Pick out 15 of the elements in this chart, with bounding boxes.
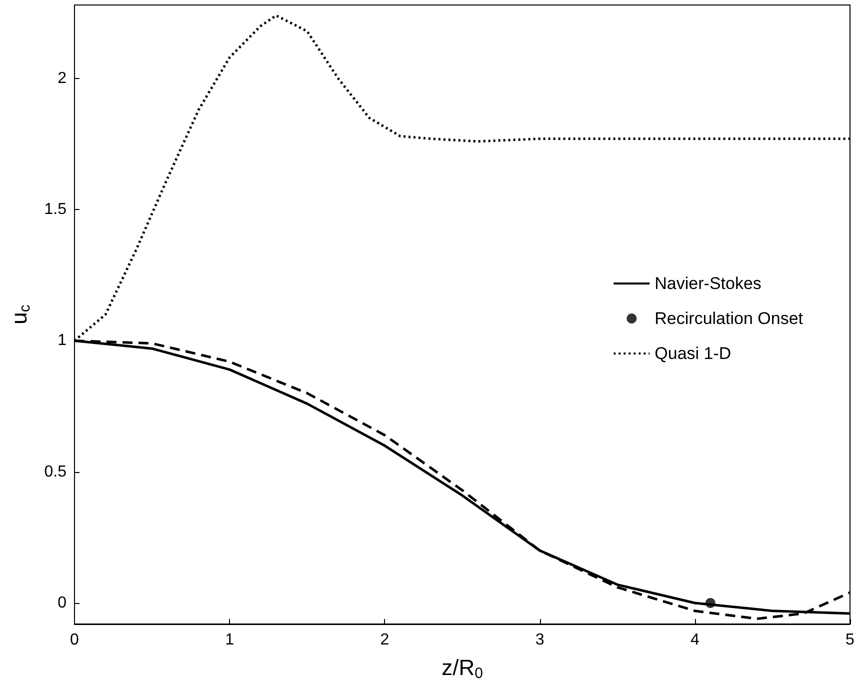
x-tick-label: 3 [535, 632, 544, 648]
y-tick-label: 0.5 [44, 463, 67, 480]
x-tick-label: 5 [846, 632, 855, 648]
legend-label: Recirculation Onset [654, 309, 804, 328]
x-tick-label: 2 [380, 632, 390, 648]
x-tick-label: 0 [70, 632, 80, 648]
y-tick-label: 0 [58, 594, 67, 612]
y-tick-label: 1.5 [44, 201, 67, 218]
y-axis-title: uc [6, 304, 34, 324]
legend-label: Navier-Stokes [654, 274, 762, 293]
y-tick-label: 2 [58, 70, 67, 87]
x-tick-label: 4 [690, 632, 700, 648]
x-tick-label: 1 [225, 632, 234, 648]
y-tick-label: 1 [58, 332, 67, 350]
legend-label: Quasi 1-D [654, 344, 732, 363]
